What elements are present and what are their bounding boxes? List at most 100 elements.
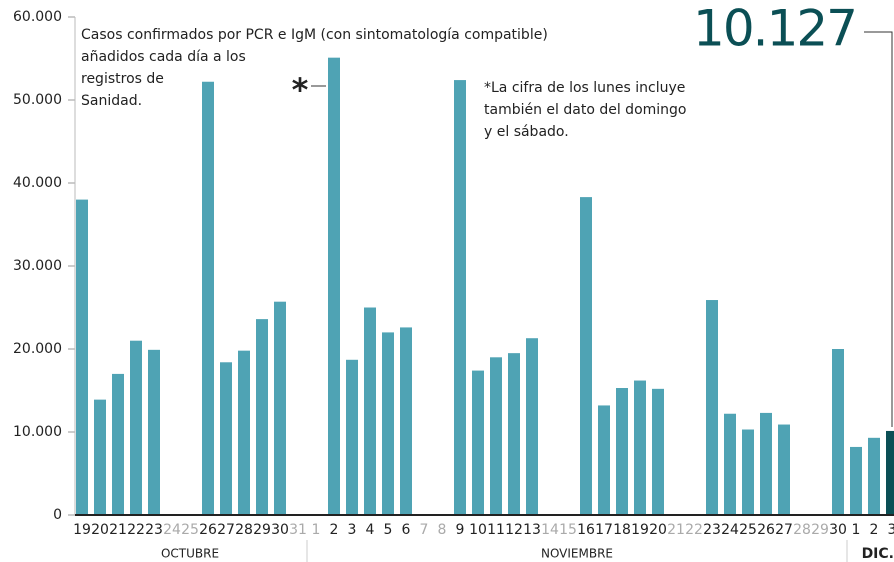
bar bbox=[868, 437, 880, 515]
x-tick-label: 13 bbox=[523, 522, 541, 538]
bar bbox=[652, 388, 664, 515]
x-tick-label: 25 bbox=[739, 522, 757, 538]
bar bbox=[346, 359, 358, 515]
bar bbox=[130, 340, 142, 515]
footnote: también el dato del domingo bbox=[484, 102, 687, 118]
x-tick-label: 21 bbox=[109, 522, 127, 538]
bar bbox=[724, 413, 736, 515]
x-tick-label: 30 bbox=[829, 522, 847, 538]
bar bbox=[850, 446, 862, 515]
x-tick-label: 12 bbox=[505, 522, 523, 538]
bar bbox=[526, 338, 538, 515]
x-tick-label: 5 bbox=[384, 522, 393, 538]
x-tick-label: 29 bbox=[253, 522, 271, 538]
x-tick-label: 27 bbox=[217, 522, 235, 538]
x-tick-label: 24 bbox=[163, 522, 181, 538]
x-tick-label: 29 bbox=[811, 522, 829, 538]
bar bbox=[328, 57, 340, 516]
x-tick-label: 8 bbox=[438, 522, 447, 538]
x-tick-label: 14 bbox=[541, 522, 559, 538]
bar bbox=[832, 349, 844, 515]
x-tick-label: 24 bbox=[721, 522, 739, 538]
x-tick-label: 3 bbox=[888, 522, 894, 538]
x-tick-label: 31 bbox=[289, 522, 307, 538]
x-tick-label: 23 bbox=[703, 522, 721, 538]
bar bbox=[454, 80, 466, 515]
x-tick-label: 15 bbox=[559, 522, 577, 538]
bar bbox=[202, 81, 214, 516]
annotation: registros de bbox=[81, 71, 164, 87]
bar bbox=[760, 412, 772, 515]
bar bbox=[256, 319, 268, 515]
x-tick-label: 27 bbox=[775, 522, 793, 538]
leader-line bbox=[864, 31, 893, 427]
x-tick-label: 7 bbox=[420, 522, 429, 538]
footnote-marker: * bbox=[292, 71, 309, 109]
group-label: DIC. bbox=[862, 546, 894, 562]
x-tick-label: 28 bbox=[235, 522, 253, 538]
bar bbox=[508, 353, 520, 515]
bar bbox=[490, 357, 502, 515]
x-tick-label: 25 bbox=[181, 522, 199, 538]
bar bbox=[742, 429, 754, 515]
y-tick-label: 30.000 bbox=[13, 258, 62, 274]
value-label: 10.127 bbox=[693, 0, 856, 58]
x-tick-label: 26 bbox=[757, 522, 775, 538]
x-tick-label: 2 bbox=[870, 522, 879, 538]
x-tick-label: 3 bbox=[348, 522, 357, 538]
x-tick-label: 17 bbox=[595, 522, 613, 538]
bar bbox=[580, 197, 592, 516]
y-tick-label: 50.000 bbox=[13, 92, 62, 108]
bar bbox=[400, 327, 412, 515]
x-tick-label: 20 bbox=[91, 522, 109, 538]
group-label: NOVIEMBRE bbox=[541, 547, 613, 561]
bar bbox=[238, 350, 250, 515]
x-tick-label: 11 bbox=[487, 522, 505, 538]
bar bbox=[220, 362, 232, 515]
bar bbox=[598, 405, 610, 515]
x-tick-label: 21 bbox=[667, 522, 685, 538]
bar bbox=[472, 370, 484, 515]
y-tick-label: 0 bbox=[53, 507, 62, 523]
x-tick-label: 30 bbox=[271, 522, 289, 538]
bar bbox=[634, 380, 646, 515]
annotation: Sanidad. bbox=[81, 93, 142, 109]
group-label: OCTUBRE bbox=[161, 547, 219, 561]
y-tick-label: 60.000 bbox=[13, 9, 62, 25]
bar bbox=[706, 300, 718, 515]
bar bbox=[616, 388, 628, 515]
bar bbox=[382, 332, 394, 515]
x-tick-label: 19 bbox=[631, 522, 649, 538]
x-tick-label: 20 bbox=[649, 522, 667, 538]
x-tick-label: 22 bbox=[685, 522, 703, 538]
x-tick-label: 28 bbox=[793, 522, 811, 538]
x-tick-label: 18 bbox=[613, 522, 631, 538]
x-tick-label: 22 bbox=[127, 522, 145, 538]
x-tick-label: 26 bbox=[199, 522, 217, 538]
bar bbox=[886, 430, 894, 515]
y-tick-label: 10.000 bbox=[13, 424, 62, 440]
bar bbox=[94, 399, 106, 515]
bar bbox=[112, 373, 124, 515]
annotation: añadidos cada día a los bbox=[81, 49, 246, 65]
y-tick-label: 20.000 bbox=[13, 341, 62, 357]
y-tick-label: 40.000 bbox=[13, 175, 62, 191]
annotation: Casos confirmados por PCR e IgM (con sin… bbox=[81, 27, 548, 43]
x-tick-label: 23 bbox=[145, 522, 163, 538]
x-tick-label: 2 bbox=[330, 522, 339, 538]
x-tick-label: 9 bbox=[456, 522, 465, 538]
bar bbox=[778, 424, 790, 515]
x-tick-label: 6 bbox=[402, 522, 411, 538]
bar bbox=[76, 199, 88, 515]
x-tick-label: 4 bbox=[366, 522, 375, 538]
x-tick-label: 1 bbox=[312, 522, 321, 538]
x-tick-label: 10 bbox=[469, 522, 487, 538]
x-tick-label: 16 bbox=[577, 522, 595, 538]
x-tick-label: 1 bbox=[852, 522, 861, 538]
bar bbox=[274, 301, 286, 515]
footnote: y el sábado. bbox=[484, 124, 569, 140]
bar bbox=[148, 349, 160, 515]
bar bbox=[364, 307, 376, 515]
footnote: *La cifra de los lunes incluye bbox=[484, 80, 685, 96]
